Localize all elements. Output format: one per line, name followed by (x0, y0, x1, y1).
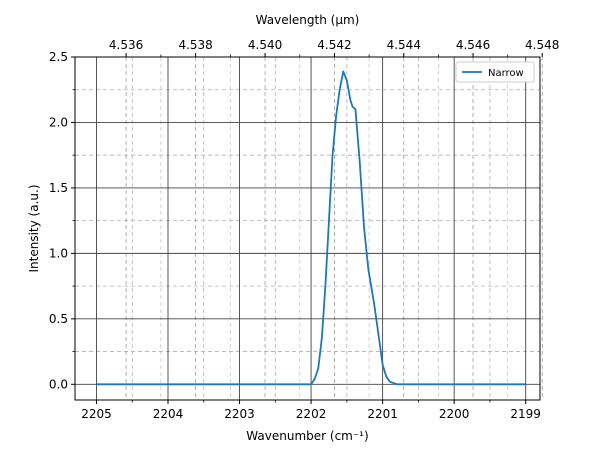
top-tick-label: 4.542 (317, 38, 351, 52)
y-tick-label: 0.5 (49, 312, 68, 326)
top-tick-label: 4.538 (178, 38, 212, 52)
top-tick-label: 4.544 (387, 38, 421, 52)
y-tick-label: 1.0 (49, 246, 68, 260)
minor-grid (75, 57, 543, 400)
legend-label: Narrow (488, 68, 524, 79)
legend: Narrow (455, 61, 535, 83)
series-layer (96, 70, 526, 386)
top-axis-ticks: 4.536 4.538 4.540 4.542 4.544 4.546 4.548 (109, 38, 559, 57)
top-tick-label: 4.536 (109, 38, 143, 52)
y-axis-label: Intensity (a.u.) (27, 185, 41, 273)
y-tick-label: 1.5 (49, 181, 68, 195)
y-tick-label: 2.0 (49, 115, 68, 129)
top-tick-label: 4.540 (248, 38, 282, 52)
y-tick-label: 0.0 (49, 377, 68, 391)
bottom-axis-ticks: 2205 2204 2203 2202 2201 2200 2199 (81, 400, 541, 421)
x-tick-label: 2201 (367, 407, 398, 421)
x-tick-label: 2202 (296, 407, 327, 421)
left-axis-ticks: 0.0 0.5 1.0 1.5 2.0 2.5 (49, 50, 75, 391)
top-tick-label: 4.548 (525, 38, 559, 52)
secondary-x-axis-label: Wavelength (µm) (256, 13, 360, 27)
x-tick-label: 2204 (153, 407, 184, 421)
x-tick-label: 2199 (510, 407, 541, 421)
legend-box (455, 61, 535, 83)
plot-frame (74, 56, 541, 401)
x-tick-label: 2205 (81, 407, 112, 421)
y-tick-label: 2.5 (49, 50, 68, 64)
x-tick-label: 2203 (224, 407, 255, 421)
top-tick-label: 4.546 (456, 38, 490, 52)
x-axis-label: Wavenumber (cm⁻¹) (246, 429, 368, 443)
x-tick-label: 2200 (439, 407, 470, 421)
series-line-narrow (96, 70, 526, 386)
